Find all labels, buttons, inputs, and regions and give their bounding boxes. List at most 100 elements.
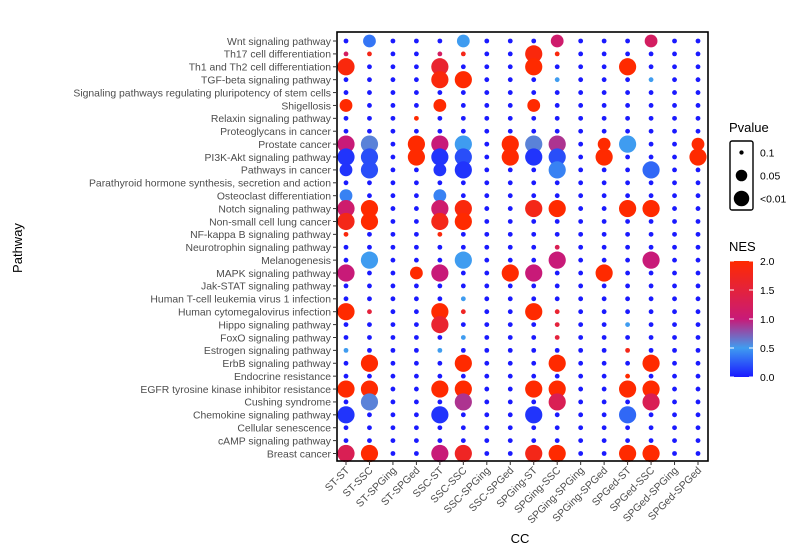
dot-point [433, 99, 447, 112]
dot-point-background [578, 257, 584, 263]
dot-point-background [578, 322, 584, 327]
dot-point-background [578, 451, 584, 456]
dot-point-background [437, 425, 443, 431]
dot-point-background [507, 128, 513, 134]
dot-point-background [648, 322, 654, 327]
dot-point-background [672, 64, 677, 70]
dot-point-background [672, 77, 677, 83]
y-tick-label: Cushing syndrome [244, 398, 331, 409]
y-tick-label: Neurotrophin signaling pathway [185, 243, 331, 254]
dot-point-background [390, 206, 396, 211]
pvalue-legend-key [733, 190, 750, 207]
dot-point-background [414, 90, 419, 95]
y-tick-label: Osteoclast differentiation [217, 191, 331, 202]
dot-point [642, 444, 660, 463]
dot-point-background [648, 347, 654, 353]
dot-point-background [390, 283, 396, 289]
dot-point-background [578, 373, 584, 379]
dot-point [454, 354, 472, 372]
dot-point-background [507, 386, 513, 392]
dot-point-background [578, 386, 584, 392]
y-tick-label: Th1 and Th2 cell differentiation [189, 63, 332, 74]
dot-point [431, 199, 449, 218]
dot-point [360, 212, 379, 231]
dot-point-background [484, 296, 490, 302]
dot-point-background [578, 412, 584, 418]
dot-point [367, 309, 372, 315]
dot-point-background [554, 180, 560, 186]
y-tick-label: Signaling pathways regulating pluripoten… [73, 88, 331, 99]
dot-point-background [625, 270, 630, 276]
dot-point-background [648, 64, 654, 70]
dot-point-background [414, 38, 419, 44]
dot-point-background [484, 128, 490, 134]
dot-point-background [625, 193, 630, 199]
dot-point [431, 303, 449, 321]
dot-point [337, 406, 355, 424]
dot-point-background [507, 373, 513, 379]
dot-point [339, 189, 353, 203]
dot-point-background [390, 322, 396, 327]
dot-point-background [343, 180, 349, 186]
dot-point-background [578, 38, 584, 44]
dot-point-background [601, 360, 607, 366]
dot-point-background [343, 322, 349, 327]
dot-point [554, 322, 560, 327]
dot-point-background [437, 180, 443, 186]
dot-point-background [367, 231, 372, 237]
dot-point-background [460, 244, 466, 250]
dot-point [431, 264, 449, 282]
dot-point [550, 34, 564, 48]
dot-point-background [390, 309, 396, 315]
dot-point-background [460, 103, 466, 108]
dot-point-background [554, 64, 560, 70]
dot-point-background [390, 231, 396, 237]
y-tick-label: Chemokine signaling pathway [193, 411, 332, 422]
dot-point-background [484, 154, 490, 160]
dot-point-background [625, 283, 630, 289]
dot-point-background [484, 412, 490, 418]
dot-point [595, 148, 613, 166]
dot-point [339, 163, 353, 177]
dot-point-background [437, 244, 443, 250]
dot-point-background [578, 154, 584, 160]
dot-point-background [695, 347, 701, 353]
dot-point-background [414, 322, 419, 327]
dot-point-background [507, 115, 513, 121]
dot-point-background [672, 38, 677, 44]
dot-point-background [390, 257, 396, 263]
dot-point-background [414, 206, 419, 211]
dot-point-background [531, 335, 537, 340]
dot-point-background [672, 347, 677, 353]
dot-point-background [648, 128, 654, 134]
dot-point-background [414, 128, 419, 134]
dot-point-background [695, 231, 701, 237]
dot-point-background [695, 38, 701, 44]
dot-point-background [367, 64, 372, 70]
dot-point-background [507, 451, 513, 456]
dot-point [525, 199, 543, 218]
dot-point-background [601, 257, 607, 263]
pvalue-legend: Pvalue 0.1 0.05 <0.01 [729, 120, 787, 211]
y-tick-label: Cellular senescence [237, 424, 331, 435]
y-tick-label: ErbB signaling pathway [222, 359, 331, 370]
y-tick-label: NF-kappa B signaling pathway [190, 230, 332, 241]
dot-point [554, 244, 560, 250]
dot-point [527, 99, 541, 112]
dot-point-background [367, 296, 372, 302]
dot-point-background [554, 231, 560, 237]
dot-point-background [414, 167, 419, 173]
y-tick-label: Notch signaling pathway [218, 204, 331, 215]
dot-point-background [367, 180, 372, 186]
y-tick-label: Shigellosis [281, 101, 331, 112]
dot-point-background [625, 167, 630, 173]
dot-point-background [672, 322, 677, 327]
dot-point-background [625, 180, 630, 186]
dot-point [431, 71, 449, 89]
dot-point-background [554, 412, 560, 418]
dot-point-background [648, 180, 654, 186]
dot-point-background [367, 438, 372, 444]
dot-point-background [507, 283, 513, 289]
dot-point [343, 51, 349, 57]
dot-point-background [460, 64, 466, 70]
